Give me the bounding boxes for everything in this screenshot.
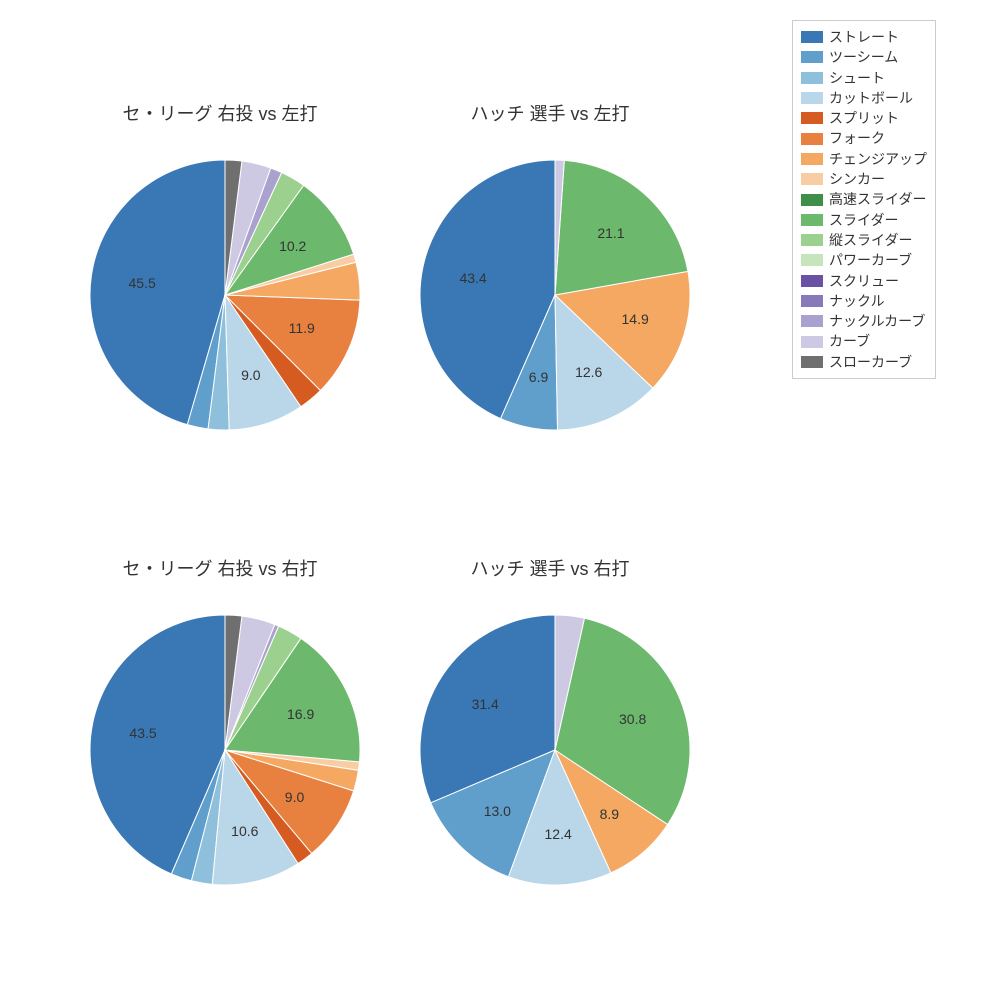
legend-swatch (801, 356, 823, 368)
legend-swatch (801, 254, 823, 266)
slice-label: 12.6 (575, 364, 602, 380)
legend-item: フォーク (801, 128, 927, 148)
slice-label: 16.9 (287, 706, 314, 722)
slice-label: 12.4 (545, 826, 572, 842)
figure: セ・リーグ 右投 vs 左打 45.5 9.0 11.9 10.2 ハッチ 選手 vs 左… (0, 0, 1000, 1000)
legend-swatch (801, 72, 823, 84)
legend-swatch (801, 133, 823, 145)
slice-label: 43.4 (459, 270, 486, 286)
legend-item: シュート (801, 68, 927, 88)
legend-swatch (801, 173, 823, 185)
slice-label: 10.2 (279, 238, 306, 254)
legend-label: シュート (829, 68, 885, 88)
slice-label: 31.4 (472, 696, 499, 712)
slice-label: 13.0 (484, 803, 511, 819)
legend-swatch (801, 112, 823, 124)
slice-label: 43.5 (129, 725, 156, 741)
legend-item: カーブ (801, 331, 927, 351)
legend-item: ナックルカーブ (801, 311, 927, 331)
pie-chart (90, 160, 360, 430)
slice-label: 21.1 (597, 225, 624, 241)
legend-item: ツーシーム (801, 47, 927, 67)
legend-item: パワーカーブ (801, 250, 927, 270)
chart-title: ハッチ 選手 vs 右打 (400, 555, 700, 581)
legend-item: ナックル (801, 291, 927, 311)
legend: ストレートツーシームシュートカットボールスプリットフォークチェンジアップシンカー… (792, 20, 936, 379)
legend-item: シンカー (801, 169, 927, 189)
legend-item: スライダー (801, 210, 927, 230)
slice-label: 9.0 (241, 367, 260, 383)
slice-label: 14.9 (622, 311, 649, 327)
legend-label: カットボール (829, 88, 913, 108)
legend-label: ストレート (829, 27, 899, 47)
legend-label: スクリュー (829, 271, 899, 291)
legend-label: スプリット (829, 108, 899, 128)
legend-label: シンカー (829, 169, 885, 189)
legend-swatch (801, 315, 823, 327)
slice-label: 45.5 (129, 275, 156, 291)
legend-label: 高速スライダー (829, 189, 926, 209)
legend-label: ナックルカーブ (829, 311, 925, 331)
legend-item: スローカーブ (801, 352, 927, 372)
legend-label: スローカーブ (829, 352, 912, 372)
legend-swatch (801, 194, 823, 206)
chart-title: セ・リーグ 右投 vs 左打 (70, 100, 370, 126)
legend-label: フォーク (829, 128, 885, 148)
pie-chart (90, 615, 360, 885)
legend-item: ストレート (801, 27, 927, 47)
legend-swatch (801, 51, 823, 63)
legend-item: 縦スライダー (801, 230, 927, 250)
legend-swatch (801, 214, 823, 226)
slice-label: 11.9 (289, 320, 315, 336)
legend-swatch (801, 31, 823, 43)
pie-chart (420, 615, 690, 885)
legend-swatch (801, 153, 823, 165)
legend-label: カーブ (829, 331, 870, 351)
legend-swatch (801, 234, 823, 246)
legend-item: カットボール (801, 88, 927, 108)
slice-label: 8.9 (600, 806, 619, 822)
slice-label: 30.8 (619, 711, 646, 727)
legend-swatch (801, 92, 823, 104)
legend-label: チェンジアップ (829, 149, 927, 169)
legend-label: ツーシーム (829, 47, 898, 67)
legend-swatch (801, 275, 823, 287)
slice-label: 10.6 (231, 823, 258, 839)
chart-title: セ・リーグ 右投 vs 右打 (70, 555, 370, 581)
slice-label: 9.0 (285, 789, 304, 805)
pie-chart (420, 160, 690, 430)
legend-swatch (801, 336, 823, 348)
legend-item: 高速スライダー (801, 189, 927, 209)
legend-item: チェンジアップ (801, 149, 927, 169)
legend-swatch (801, 295, 823, 307)
chart-title: ハッチ 選手 vs 左打 (400, 100, 700, 126)
legend-item: スクリュー (801, 271, 927, 291)
slice-label: 6.9 (529, 369, 548, 385)
legend-label: 縦スライダー (829, 230, 912, 250)
legend-label: パワーカーブ (829, 250, 912, 270)
legend-label: スライダー (829, 210, 898, 230)
legend-item: スプリット (801, 108, 927, 128)
legend-label: ナックル (829, 291, 885, 311)
